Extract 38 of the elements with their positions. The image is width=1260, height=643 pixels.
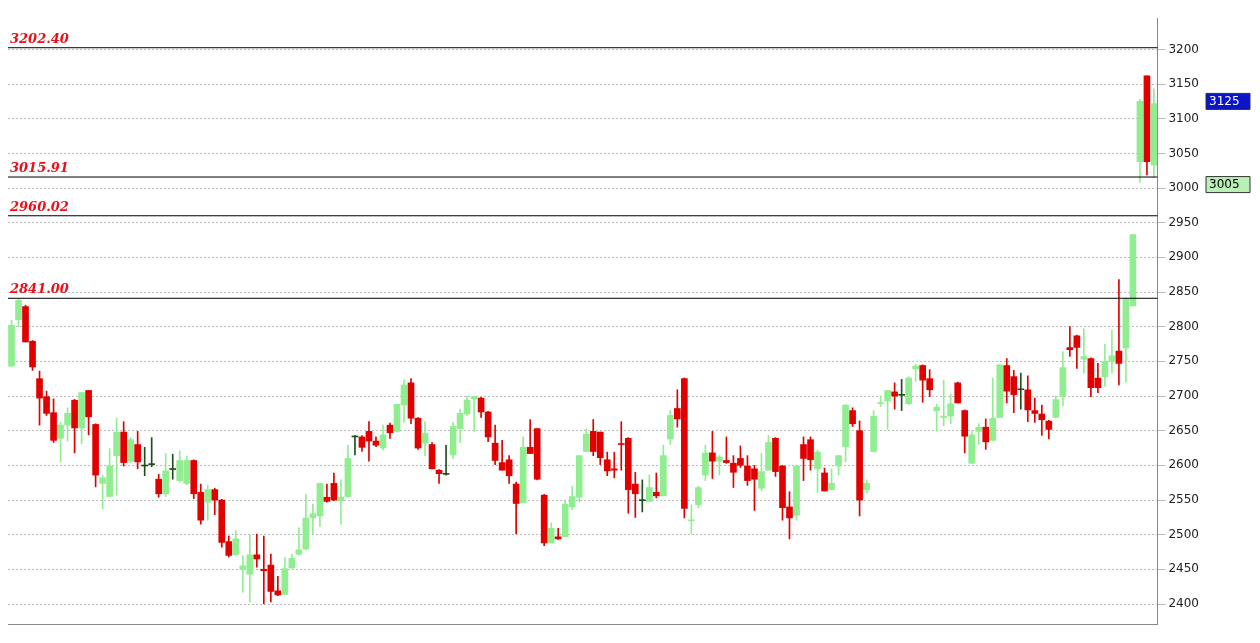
y-tick-label: 2650 xyxy=(1168,422,1200,437)
candlestick xyxy=(470,395,478,432)
text: 3125 xyxy=(1209,93,1240,108)
candlestick xyxy=(554,528,562,540)
y-tick-label: 2550 xyxy=(1168,492,1200,507)
candlestick xyxy=(1080,328,1088,374)
y-tick-label: 3200 xyxy=(1168,41,1200,56)
y-tick-label: 2400 xyxy=(1168,596,1200,611)
y-tick-label: 2600 xyxy=(1168,457,1200,472)
candlestick xyxy=(652,472,660,499)
candlestick xyxy=(442,444,450,476)
candlestick xyxy=(1031,397,1039,423)
ref-line-label: 3202.40 xyxy=(10,30,69,46)
candlestick xyxy=(933,404,941,432)
text: 3005 xyxy=(1209,176,1240,191)
y-tick-label: 3150 xyxy=(1168,76,1200,91)
candlestick xyxy=(148,437,156,468)
y-tick-label: 2850 xyxy=(1168,284,1200,299)
y-tick-label: 2900 xyxy=(1168,249,1200,264)
candlestick xyxy=(253,533,261,568)
candlestick xyxy=(940,379,948,427)
y-tick-label: 2700 xyxy=(1168,388,1200,403)
y-tick-label: 2950 xyxy=(1168,214,1200,229)
y-tick-label: 2450 xyxy=(1168,561,1200,576)
ref-line-label: 2960.02 xyxy=(9,198,69,214)
y-tick-label: 2750 xyxy=(1168,353,1200,368)
candlestick xyxy=(1017,372,1025,410)
y-tick-label: 3050 xyxy=(1168,145,1200,160)
candlestick xyxy=(638,479,646,513)
y-tick-label: 2500 xyxy=(1168,526,1200,541)
candlestick xyxy=(975,423,983,445)
ref-line-label: 2841.00 xyxy=(9,281,69,297)
candlestick xyxy=(169,453,177,480)
ref-line-label: 3015.91 xyxy=(10,159,69,175)
candlestick xyxy=(1038,404,1046,436)
y-tick-label: 2800 xyxy=(1168,318,1200,333)
y-tick-label: 3000 xyxy=(1168,180,1200,195)
y-tick-label: 3100 xyxy=(1168,110,1200,125)
